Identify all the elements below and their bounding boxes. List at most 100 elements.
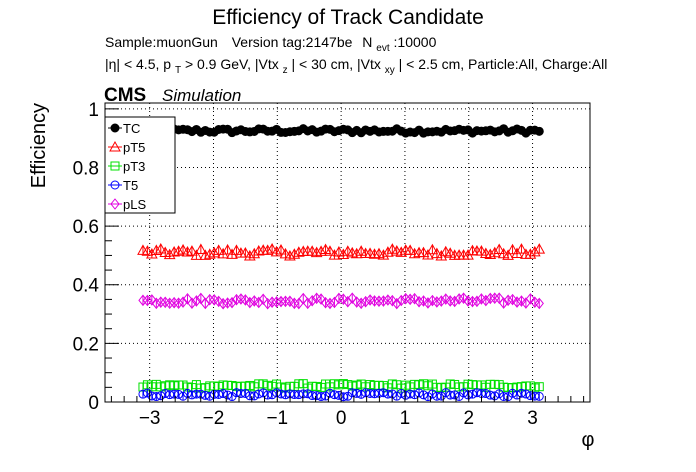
data-point [172, 245, 185, 256]
x-tick-label: 0 [336, 408, 347, 429]
data-point [280, 295, 291, 308]
data-point [432, 296, 442, 308]
data-point [534, 382, 544, 392]
data-point [396, 294, 406, 307]
data-point [292, 246, 305, 257]
data-point [337, 248, 350, 260]
data-point [191, 295, 202, 307]
data-point [395, 246, 408, 257]
data-point [271, 296, 282, 308]
legend-label-pls: pLS [123, 197, 146, 212]
data-point [159, 246, 172, 258]
data-point [444, 247, 457, 258]
data-point [499, 297, 509, 309]
data-point [284, 249, 296, 261]
y-tick-label: 0.6 [73, 217, 99, 238]
data-point [218, 297, 228, 310]
cms-label: CMS [104, 85, 146, 106]
data-point [316, 293, 326, 305]
data-point [254, 296, 264, 309]
data-point [458, 292, 469, 304]
data-point [404, 244, 416, 255]
data-point [333, 245, 345, 257]
nevt-prefix: N [362, 34, 372, 50]
data-point [195, 243, 207, 254]
data-point [481, 294, 491, 307]
data-point [502, 249, 514, 260]
data-point [168, 245, 180, 257]
data-point [472, 295, 482, 308]
data-point [431, 247, 443, 259]
data-point [146, 247, 158, 259]
y-tick-label: 0 [88, 393, 99, 414]
data-point [156, 296, 166, 308]
data-point [239, 246, 252, 258]
data-point [177, 243, 189, 255]
series-pt3 [138, 379, 544, 393]
data-point [205, 293, 215, 306]
x-tick-label: −1 [266, 408, 288, 429]
data-point [208, 246, 221, 258]
data-point [279, 247, 292, 259]
data-point [408, 247, 421, 259]
x-tick-label: −2 [203, 408, 225, 429]
data-point [350, 247, 363, 259]
data-point [154, 242, 167, 254]
data-point [227, 296, 237, 309]
data-point [422, 249, 434, 260]
data-point [217, 247, 229, 259]
data-point [475, 245, 488, 256]
data-point [418, 295, 429, 307]
cut-vxy-rest: | < 2.5 cm, Particle:All, Charge:All [399, 56, 608, 72]
data-point [360, 295, 371, 308]
data-point [138, 294, 148, 307]
x-axis-title: φ [582, 429, 595, 451]
data-point [230, 244, 243, 255]
data-point [343, 295, 353, 308]
data-point [368, 248, 381, 259]
data-point [190, 249, 203, 260]
legend-marker-pt5 [109, 140, 121, 152]
x-tick-label: −3 [139, 408, 161, 429]
data-point [240, 294, 251, 306]
data-point [436, 295, 446, 307]
data-point [315, 245, 327, 256]
data-point [506, 243, 519, 255]
data-point [181, 245, 194, 257]
data-point [186, 245, 198, 256]
data-point [288, 248, 301, 259]
data-point [503, 294, 513, 307]
legend-label-tc: TC [123, 121, 140, 136]
x-tick-label: 3 [527, 408, 538, 429]
data-point [248, 247, 261, 259]
data-point [467, 295, 478, 308]
data-point [150, 244, 163, 255]
data-point [493, 243, 506, 255]
data-point [258, 293, 268, 306]
data-point [338, 293, 348, 306]
data-point [516, 295, 527, 307]
series-pls [138, 292, 544, 310]
data-point [417, 246, 430, 258]
version-label: Version tag:2147be [232, 34, 353, 50]
legend-marker-t5 [110, 180, 120, 190]
data-point [488, 246, 501, 258]
legend: TC pT5 pT3 T5 pLS [104, 116, 176, 214]
y-tick-label: 0.8 [73, 158, 99, 179]
data-point [507, 293, 518, 306]
data-point [355, 245, 368, 256]
sample-label: Sample:muonGun [105, 34, 218, 50]
plot-frame [104, 102, 591, 403]
simulation-label: Simulation [162, 86, 241, 105]
data-point [214, 295, 224, 308]
axes: −3 −2 −1 0 1 2 3 0 0.2 0.4 0.6 0.8 1 [73, 100, 591, 429]
data-point [454, 293, 464, 305]
data-point [382, 246, 394, 257]
data-point [307, 294, 317, 307]
cut-vz-rest: | < 30 cm, |Vtx [292, 56, 381, 72]
chart-title: Efficiency of Track Candidate [212, 6, 484, 29]
series-pt5 [137, 242, 546, 261]
data-point [178, 296, 188, 308]
data-point [165, 297, 175, 310]
